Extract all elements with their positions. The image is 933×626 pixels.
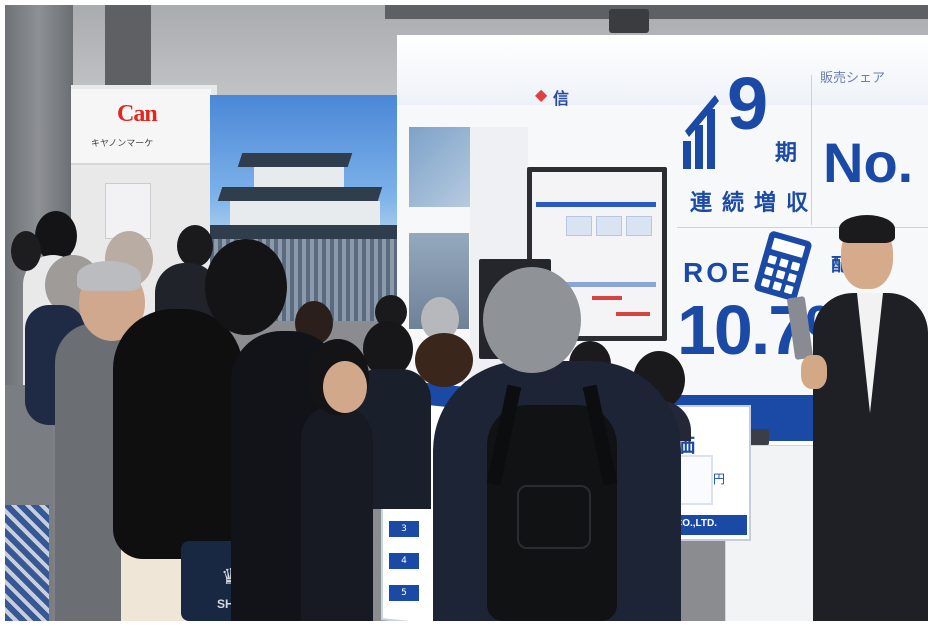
slide-red-bar bbox=[616, 312, 650, 316]
attendee-hair bbox=[113, 309, 243, 559]
slide-cell bbox=[626, 216, 652, 236]
attendee-head bbox=[363, 321, 413, 377]
plaid-shirt bbox=[5, 505, 49, 621]
ceiling-truss bbox=[385, 5, 928, 19]
growth-chart-icon bbox=[683, 95, 719, 169]
attendee-head bbox=[11, 231, 41, 271]
castle-roof bbox=[237, 153, 353, 167]
attendee-head bbox=[205, 239, 287, 335]
panel-divider bbox=[811, 75, 812, 225]
brand-mark-icon: ◆ bbox=[535, 85, 548, 104]
attendee-hair bbox=[77, 261, 141, 291]
growth-number: 9 bbox=[727, 62, 769, 145]
slide-bar bbox=[536, 202, 656, 207]
slide-red-bar bbox=[592, 296, 622, 300]
castle-poster bbox=[210, 95, 398, 321]
growth-unit: 期 bbox=[775, 141, 798, 166]
presenter-hand bbox=[801, 355, 827, 389]
growth-label: 連続増収 bbox=[690, 191, 819, 216]
stock-board-footer bbox=[671, 515, 747, 535]
adjacent-booth-logo: Can bbox=[117, 101, 158, 127]
castle-roof bbox=[217, 187, 383, 201]
attendee-head bbox=[35, 211, 77, 261]
adjacent-booth-sign-text: キヤノンマーケ bbox=[91, 139, 154, 149]
presenter-hair bbox=[839, 215, 895, 243]
speaker-right bbox=[609, 9, 649, 33]
attendee-body bbox=[301, 405, 373, 621]
banner-step: 3 bbox=[389, 521, 419, 537]
company-suffix: CO.,LTD. bbox=[675, 518, 718, 529]
roe-label: ROE bbox=[683, 257, 753, 288]
booth-header bbox=[397, 35, 928, 105]
banner-step: 5 bbox=[389, 585, 419, 601]
adjacent-booth-sign bbox=[71, 89, 211, 165]
rank-text: No. bbox=[823, 131, 914, 194]
brand-text: 信 bbox=[553, 89, 570, 108]
attendee-head bbox=[483, 267, 581, 373]
ceiling-beam bbox=[105, 5, 151, 89]
castle-wall bbox=[254, 167, 344, 189]
stock-price-unit: 円 bbox=[713, 472, 726, 486]
panel-divider bbox=[677, 227, 928, 228]
attendee-face bbox=[323, 361, 367, 413]
castle-wall bbox=[230, 201, 380, 227]
banner-step: 4 bbox=[389, 553, 419, 569]
photo-scene: Can キヤノンマーケ ◆ 信 9 期 連続増収 販売シェア No. bbox=[5, 5, 928, 621]
slide-bar bbox=[536, 282, 656, 287]
attendee-head bbox=[415, 333, 473, 387]
slide-cell bbox=[596, 216, 622, 236]
adjacent-booth-screen bbox=[105, 183, 151, 239]
attendee-head bbox=[177, 225, 213, 267]
sales-share-label: 販売シェア bbox=[820, 71, 886, 86]
backpack bbox=[486, 384, 618, 621]
castle-roof bbox=[210, 225, 398, 239]
slide-cell bbox=[566, 216, 592, 236]
